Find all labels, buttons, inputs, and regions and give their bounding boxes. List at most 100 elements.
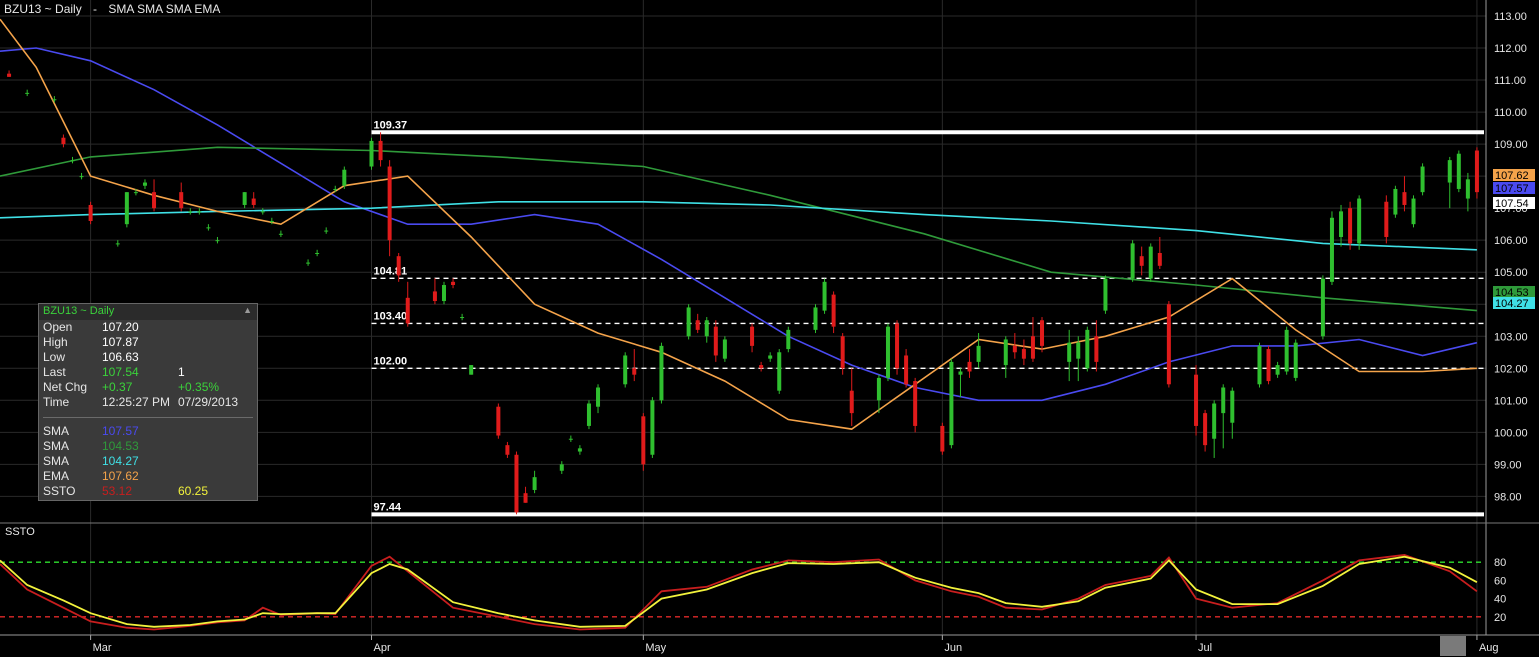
candle-body xyxy=(623,355,628,385)
level-label: 104.81 xyxy=(374,265,408,277)
candle-body xyxy=(342,169,347,186)
candle-body xyxy=(387,166,392,241)
candle xyxy=(88,201,93,225)
y-tick-label: 99.00 xyxy=(1494,459,1522,471)
candle-body xyxy=(432,291,437,302)
candle-body xyxy=(460,317,465,319)
y-tick-label: 101.00 xyxy=(1494,395,1528,407)
candle-body xyxy=(1103,278,1108,311)
candle-body xyxy=(1420,166,1425,193)
candle xyxy=(1103,275,1108,314)
candle xyxy=(269,217,274,225)
candle-body xyxy=(79,176,84,178)
candle-body xyxy=(885,326,890,378)
y-tick-label: 111.00 xyxy=(1494,75,1526,87)
candle xyxy=(52,96,57,103)
candle xyxy=(895,320,900,375)
candle-body xyxy=(333,188,338,190)
candle-body xyxy=(904,355,909,385)
ssto-panel: 20 40 60 80 xyxy=(0,553,1506,631)
candle-body xyxy=(704,320,709,337)
candle xyxy=(152,179,157,212)
row-label: Last xyxy=(43,365,66,379)
candle-body xyxy=(242,192,247,205)
y-tick-label: 109.00 xyxy=(1494,139,1528,151)
row-label: Time xyxy=(43,395,70,409)
candle-body xyxy=(1411,198,1416,225)
candle xyxy=(759,361,764,372)
candle-body xyxy=(1465,179,1470,199)
candle-body xyxy=(876,377,881,401)
candle-body xyxy=(750,326,755,346)
candle-body xyxy=(251,198,256,205)
candle xyxy=(1203,409,1208,452)
candle-body xyxy=(822,281,827,311)
candle-body xyxy=(1275,365,1280,375)
ssto-line xyxy=(0,555,1478,628)
chart-symbol: BZU13 ~ Daily xyxy=(4,2,82,16)
value-tag xyxy=(1493,169,1535,181)
candle xyxy=(704,317,709,343)
candle-body xyxy=(1329,217,1334,282)
candle xyxy=(115,240,120,247)
candles[interactable] xyxy=(7,70,1479,515)
candle-body xyxy=(650,400,655,455)
candle xyxy=(967,349,972,378)
candle-body xyxy=(596,387,601,407)
candle-body xyxy=(315,252,320,254)
candle-body xyxy=(1030,336,1035,359)
candle xyxy=(831,291,836,334)
candle-body xyxy=(260,211,265,213)
candle xyxy=(695,313,700,334)
candle-body xyxy=(940,425,945,452)
candle-body xyxy=(25,92,30,94)
candle xyxy=(1266,345,1271,385)
candle-body xyxy=(88,204,93,221)
row-label: SMA xyxy=(43,424,70,438)
candle-body xyxy=(396,256,401,276)
candle xyxy=(913,377,918,433)
candle xyxy=(1384,195,1389,244)
candle xyxy=(1212,400,1217,458)
row-value: 106.63 xyxy=(102,350,139,364)
row-label: Low xyxy=(43,350,66,364)
value-tag xyxy=(1493,286,1535,298)
candle-body xyxy=(949,361,954,446)
candle xyxy=(1030,317,1035,362)
candle xyxy=(1447,156,1452,209)
candle-body xyxy=(777,352,782,391)
level-label: 109.37 xyxy=(374,119,408,131)
row-value-secondary: 60.25 xyxy=(178,484,209,498)
candle-body xyxy=(813,307,818,330)
candle-body xyxy=(469,365,474,375)
candle xyxy=(1456,150,1461,193)
candle xyxy=(523,486,528,503)
candle-body xyxy=(142,182,147,186)
y-tick-label: 105.00 xyxy=(1494,267,1528,279)
data-window[interactable]: BZU13 ~ Daily ▲ Open 107.20 High 107.87 Low 1… xyxy=(38,303,258,501)
candle xyxy=(777,349,782,394)
candle xyxy=(596,384,601,414)
candle xyxy=(1420,163,1425,196)
row-value: 107.57 xyxy=(102,424,139,438)
candle-body xyxy=(1320,278,1325,337)
value-tag xyxy=(1493,182,1535,194)
candle xyxy=(713,320,718,362)
candle-body xyxy=(152,192,157,209)
collapse-icon[interactable]: ▲ xyxy=(243,305,252,315)
horizontal-levels[interactable]: 109.37 104.81 103.40 102.00 97.44 xyxy=(371,119,1485,517)
candle xyxy=(179,182,184,212)
candle-body xyxy=(1257,345,1262,385)
candle xyxy=(70,156,75,164)
candle xyxy=(1339,204,1344,247)
ssto-tick-label: 20 xyxy=(1494,612,1506,624)
candle xyxy=(1393,185,1398,218)
data-window-header[interactable]: BZU13 ~ Daily ▲ xyxy=(39,304,257,320)
candle-body xyxy=(378,140,383,161)
candle-body xyxy=(7,73,12,77)
candle xyxy=(514,451,519,515)
candle xyxy=(469,365,474,375)
candle xyxy=(1221,384,1226,449)
candle xyxy=(1194,365,1199,436)
